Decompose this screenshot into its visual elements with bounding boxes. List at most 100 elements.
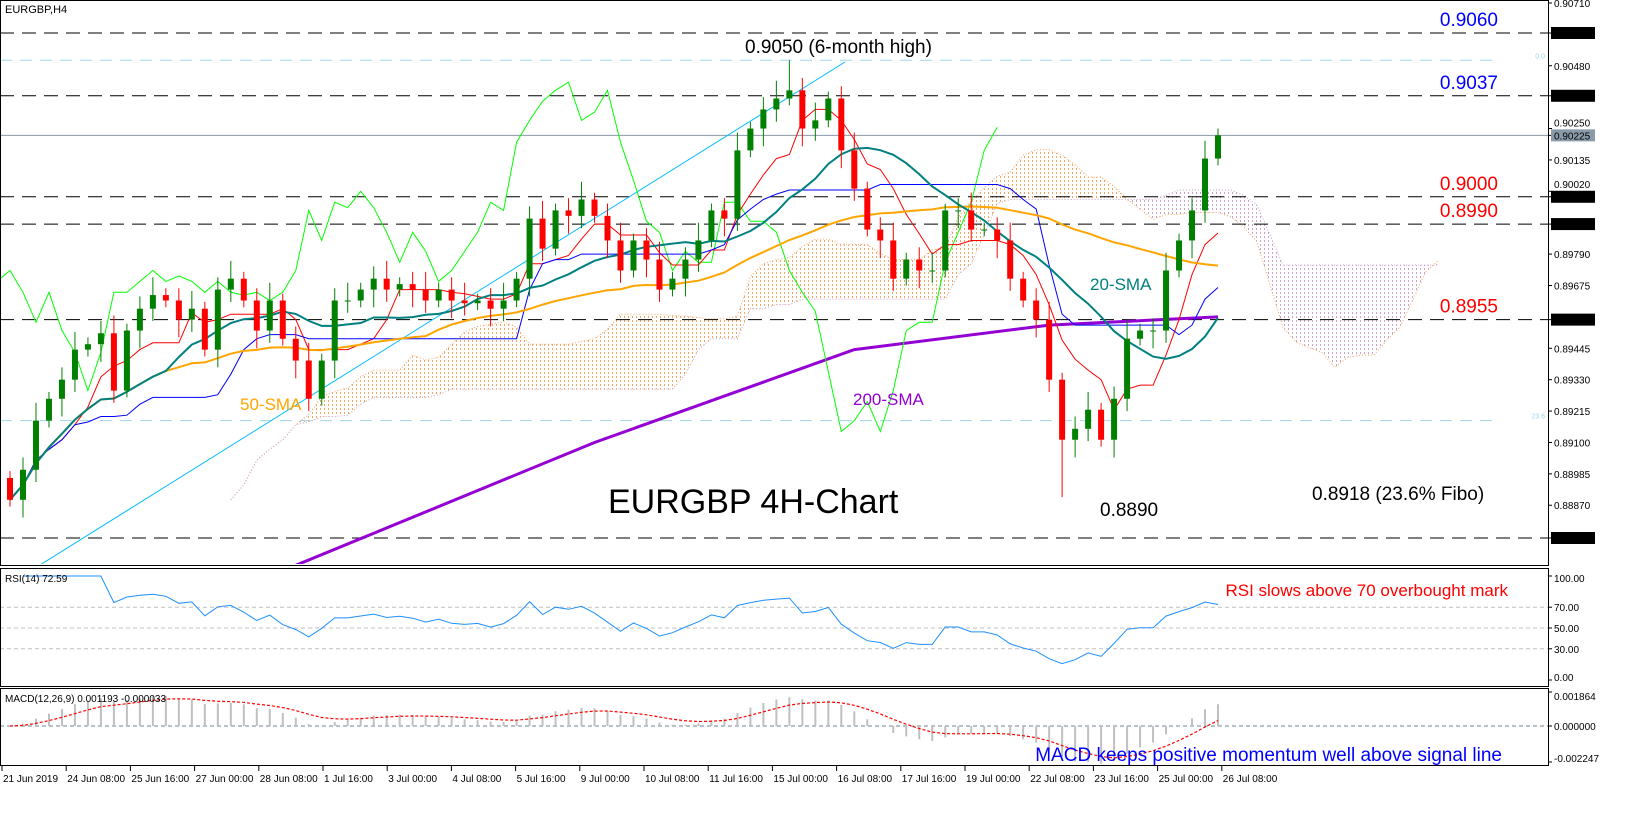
ichimoku-cloud-segment (893, 259, 907, 300)
ichimoku-cloud-segment (789, 246, 803, 305)
rsi-label: RSI(14) 72.59 (5, 574, 68, 585)
candle-body (1033, 300, 1040, 320)
ichimoku-cloud-segment (477, 324, 491, 390)
price-axis-label: 0.90250 (1554, 118, 1591, 129)
ichimoku-cloud-segment (438, 344, 452, 395)
ichimoku-cloud-segment (633, 314, 647, 390)
level-label: 0.8990 (1440, 201, 1498, 222)
ichimoku-cloud-segment (1036, 149, 1050, 200)
current-price-label: 0.90225 (1554, 131, 1591, 142)
candle-body (539, 218, 546, 249)
candle-body (279, 300, 286, 339)
macd-label: MACD(12,26,9) 0.001193 -0.000033 (5, 694, 166, 705)
candle-body (799, 90, 806, 129)
candle-body (929, 270, 936, 272)
ichimoku-cloud-segment (958, 201, 972, 275)
annotation-low: 0.8890 (1100, 500, 1158, 521)
candle-body (500, 300, 507, 309)
price-axis-label: 0.89675 (1554, 281, 1591, 292)
ichimoku-cloud-segment (1308, 265, 1322, 353)
rsi-axis-label: 30.00 (1554, 645, 1579, 656)
time-axis-label: 25 Jul 00:00 (1159, 774, 1214, 785)
candle-body (227, 278, 234, 290)
ichimoku-cloud-segment (1062, 155, 1076, 200)
ichimoku-cloud-segment (1192, 189, 1206, 213)
price-level-box-label: 0.88750 (1554, 534, 1591, 545)
candle-body (344, 300, 351, 302)
price-label-box (1551, 89, 1595, 102)
ichimoku-cloud-segment (828, 239, 842, 300)
ichimoku-cloud-segment (464, 326, 478, 390)
candle-body (474, 300, 481, 304)
candle-body (110, 333, 117, 391)
ichimoku-cloud-segment (412, 355, 426, 398)
ichimoku-cloud-segment (386, 370, 400, 398)
candle-body (760, 109, 767, 129)
candle-body (1202, 158, 1209, 211)
price-level-box-label: 0.89900 (1554, 220, 1591, 231)
ichimoku-cloud-segment (334, 387, 348, 417)
candle-body (1020, 278, 1027, 301)
ichimoku-cloud-segment (1179, 189, 1193, 215)
candle-body (1189, 210, 1196, 241)
candle-body (253, 300, 260, 331)
candle-body (851, 150, 858, 189)
time-axis-label: 25 Jun 16:00 (131, 774, 189, 785)
ichimoku-cloud-segment (685, 316, 699, 375)
candle-body (838, 98, 845, 151)
price-label-box (1551, 218, 1595, 231)
candle-body (435, 289, 442, 301)
ichimoku-cloud-segment (1010, 155, 1024, 200)
ichimoku-cloud-segment (815, 239, 829, 300)
candle-body (84, 344, 91, 350)
candle-body (383, 278, 390, 290)
candle-body (201, 308, 208, 350)
ichimoku-cloud-segment (867, 244, 881, 300)
rsi-axis-label: 50.00 (1554, 624, 1579, 635)
macd-panel[interactable] (0, 688, 1549, 766)
ichimoku-cloud-segment (347, 376, 361, 416)
price-label-box (1551, 27, 1595, 39)
ichimoku-cloud-segment (945, 217, 959, 300)
candle-body (370, 278, 377, 290)
candle-body (682, 259, 689, 279)
candle-body (45, 398, 52, 421)
time-axis-label: 11 Jul 16:00 (709, 774, 763, 785)
candle-body (1046, 319, 1053, 380)
candle-body (1176, 240, 1183, 271)
candle-body (1215, 135, 1221, 159)
ichimoku-cloud-segment (711, 318, 725, 339)
level-label: 0.9060 (1440, 10, 1498, 31)
candle-body (773, 98, 780, 110)
candle-body (357, 289, 364, 301)
candle-body (786, 90, 793, 99)
candle-body (1124, 338, 1131, 399)
candle-body (292, 338, 299, 361)
candle-body (409, 284, 416, 290)
ichimoku-cloud-segment (1334, 265, 1348, 368)
candle-body (942, 210, 949, 271)
annotation-fibo: 0.8918 (23.6% Fibo) (1312, 484, 1484, 505)
annotation-sma50: 50-SMA (240, 395, 302, 414)
ichimoku-cloud-segment (451, 331, 465, 390)
candle-body (955, 210, 962, 212)
ichimoku-cloud-segment (932, 247, 946, 300)
candle-body (643, 240, 650, 260)
ichimoku-cloud-segment (1347, 265, 1361, 358)
candle-body (240, 278, 247, 301)
ichimoku-cloud-segment (555, 344, 569, 390)
ichimoku-cloud-segment (854, 244, 868, 300)
candle-body (526, 218, 533, 279)
ichimoku-cloud-segment (1218, 189, 1231, 217)
sma20-line (9, 146, 1219, 501)
ichimoku-cloud-segment (529, 344, 543, 390)
ichimoku-cloud-segment (1321, 265, 1335, 368)
candle-body (175, 300, 182, 320)
ichimoku-cloud-segment (737, 276, 751, 339)
ichimoku-cloud-segment (425, 357, 439, 398)
price-axis-label: 0.89100 (1554, 438, 1591, 449)
candle-body (669, 278, 676, 290)
annotation-6month-high: 0.9050 (6-month high) (745, 37, 932, 58)
ichimoku-cloud-segment (750, 263, 764, 309)
candle-body (747, 128, 754, 151)
